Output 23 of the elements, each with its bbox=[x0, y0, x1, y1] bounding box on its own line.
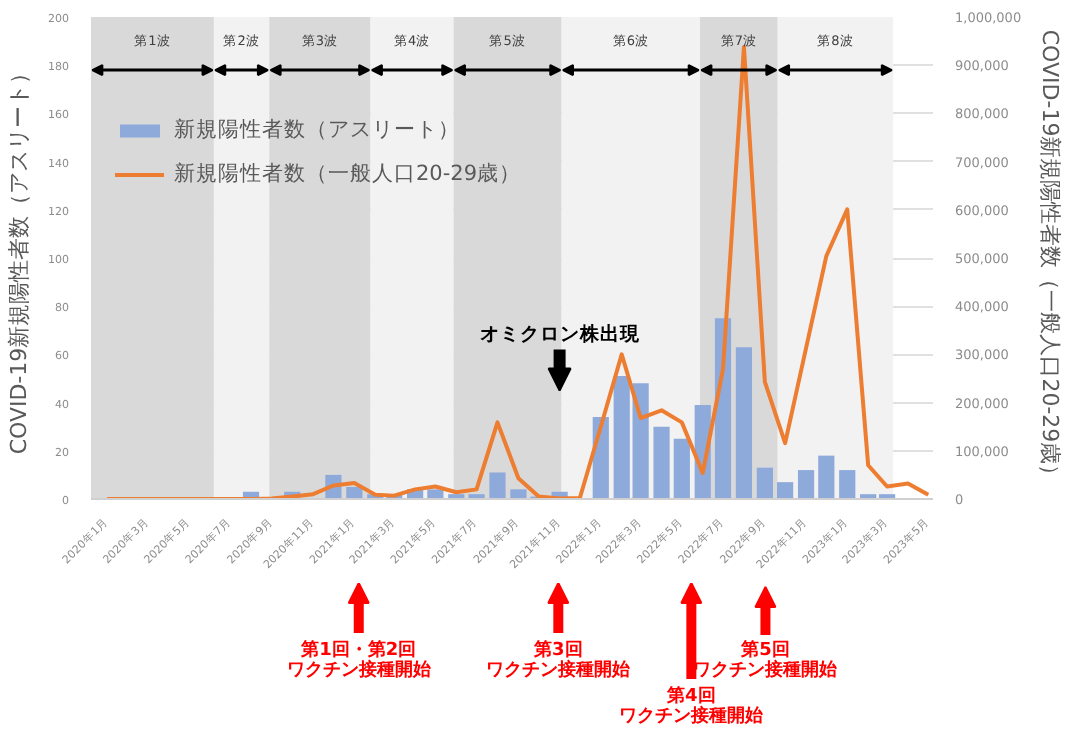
bar bbox=[510, 489, 527, 499]
bar bbox=[818, 455, 835, 499]
text: ワクチン接種開始 bbox=[286, 659, 433, 681]
text: 第5回 bbox=[739, 639, 790, 661]
bar bbox=[797, 470, 815, 499]
text: 第4回 bbox=[665, 685, 716, 707]
bar bbox=[756, 467, 773, 499]
text: ワクチン接種開始 bbox=[486, 659, 633, 681]
legend-label: 新規陽性者数（アスリート） bbox=[174, 116, 460, 144]
legend-label: 新規陽性者数（一般人口20-29歳） bbox=[174, 160, 522, 188]
text: 第3回 bbox=[532, 639, 583, 661]
bar bbox=[489, 472, 506, 499]
y2-axis-title: COVID-19新規陽性者数（一般人口20-29歳） bbox=[1037, 29, 1064, 487]
bar bbox=[735, 347, 753, 499]
bar bbox=[777, 482, 794, 499]
bar bbox=[839, 470, 856, 499]
line-series bbox=[105, 44, 931, 499]
text: 第1回・第2回 bbox=[299, 639, 417, 661]
bar bbox=[673, 438, 690, 499]
y-axis-title: COVID-19新規陽性者数（アスリート） bbox=[6, 61, 32, 455]
bar bbox=[653, 426, 670, 499]
text: ワクチン接種開始 bbox=[619, 705, 766, 727]
annotation: オミクロン株出現 bbox=[479, 322, 642, 347]
